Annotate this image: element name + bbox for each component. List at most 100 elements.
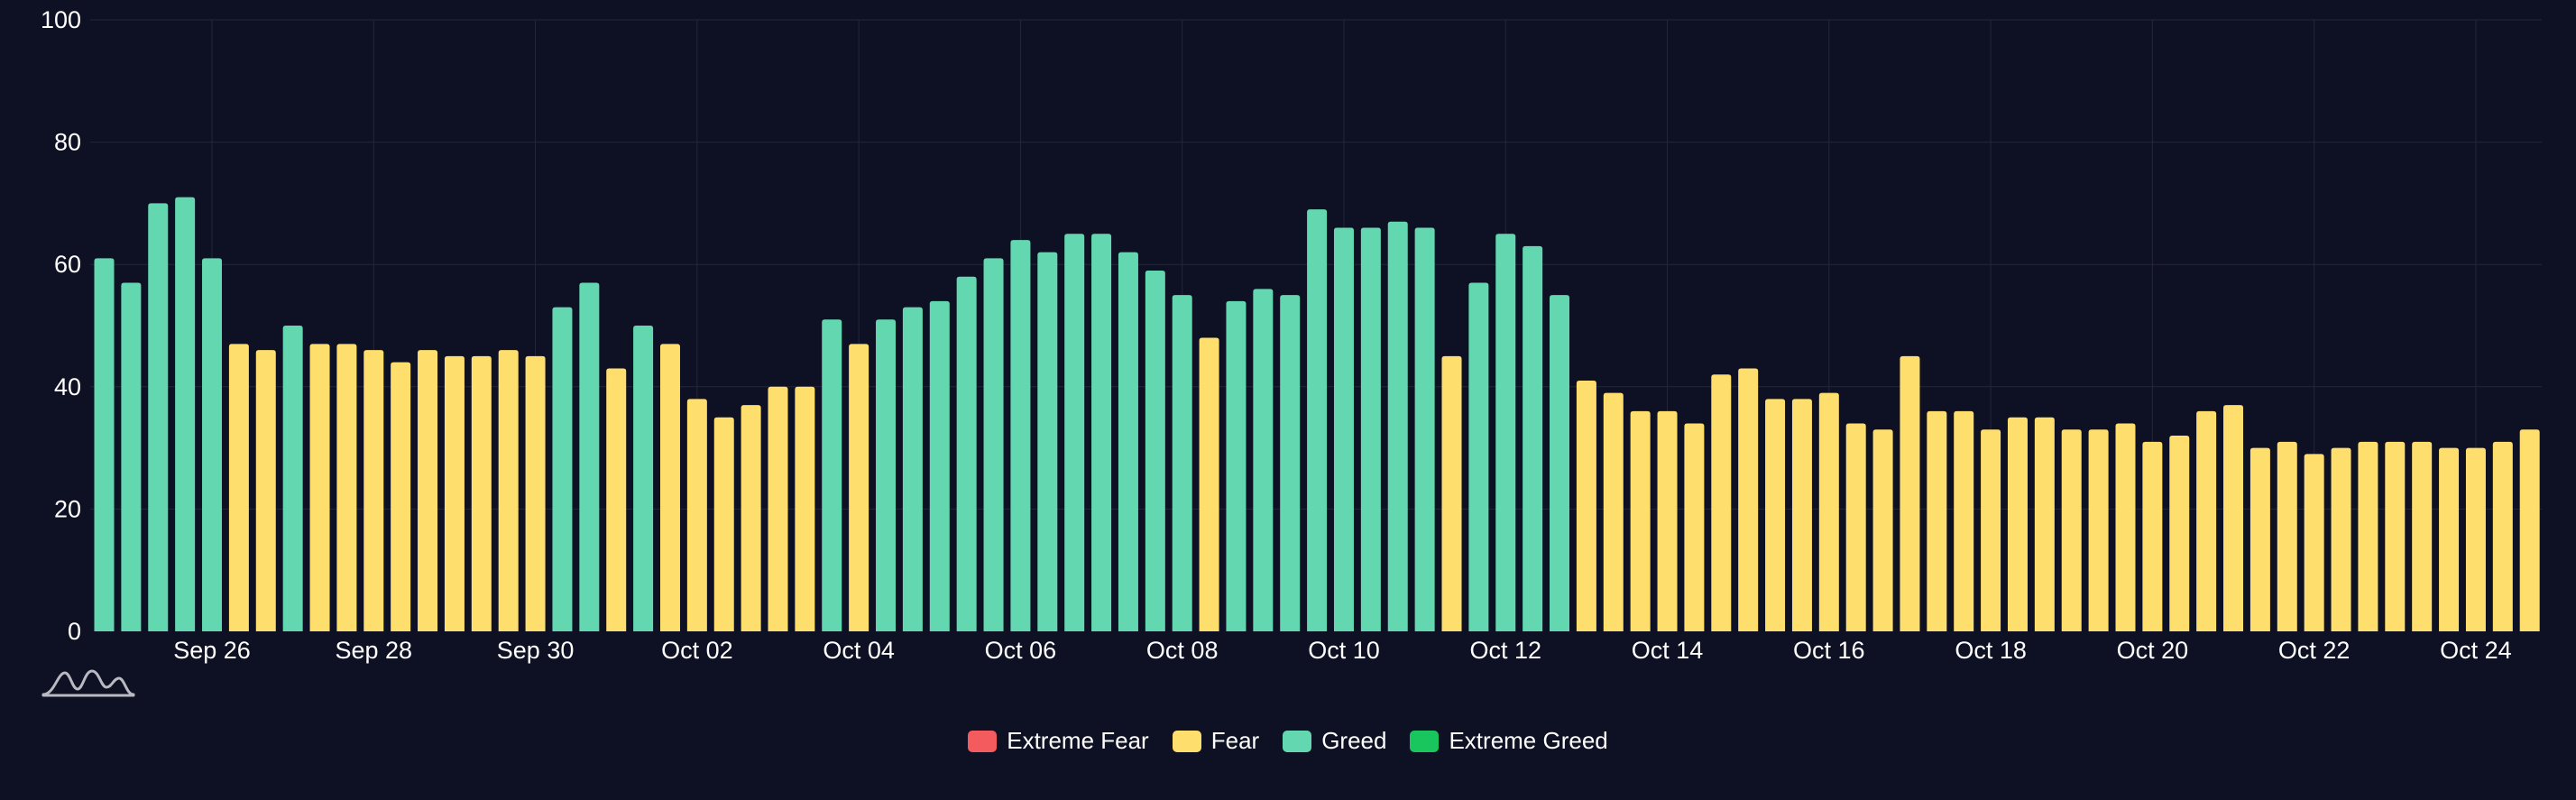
bar-79[interactable] bbox=[2223, 405, 2244, 631]
bar-28[interactable] bbox=[849, 344, 869, 631]
bar-8[interactable] bbox=[309, 344, 330, 631]
bar-41[interactable] bbox=[1199, 337, 1219, 631]
bar-62[interactable] bbox=[1765, 399, 1786, 631]
bar-10[interactable] bbox=[363, 350, 384, 631]
bar-30[interactable] bbox=[902, 307, 923, 631]
bar-17[interactable] bbox=[552, 307, 573, 631]
bar-66[interactable] bbox=[1872, 429, 1893, 631]
bar-46[interactable] bbox=[1333, 227, 1354, 631]
bar-73[interactable] bbox=[2061, 429, 2082, 631]
bar-36[interactable] bbox=[1064, 234, 1085, 631]
bar-0[interactable] bbox=[94, 258, 115, 631]
x-tick-label-oct-12: Oct 12 bbox=[1469, 637, 1541, 664]
bar-65[interactable] bbox=[1845, 423, 1866, 631]
bar-51[interactable] bbox=[1468, 282, 1489, 631]
bar-53[interactable] bbox=[1523, 245, 1543, 631]
bar-78[interactable] bbox=[2196, 410, 2217, 631]
bar-85[interactable] bbox=[2385, 441, 2406, 631]
bar-2[interactable] bbox=[148, 203, 169, 631]
bar-3[interactable] bbox=[175, 197, 196, 631]
bar-72[interactable] bbox=[2034, 417, 2055, 631]
bar-11[interactable] bbox=[391, 362, 411, 631]
bar-59[interactable] bbox=[1684, 423, 1705, 631]
bar-67[interactable] bbox=[1900, 355, 1920, 631]
bar-82[interactable] bbox=[2304, 454, 2324, 631]
bar-32[interactable] bbox=[956, 276, 977, 631]
bar-9[interactable] bbox=[336, 344, 357, 631]
bar-80[interactable] bbox=[2249, 447, 2270, 631]
bar-47[interactable] bbox=[1360, 227, 1381, 631]
bar-1[interactable] bbox=[121, 282, 142, 631]
bar-37[interactable] bbox=[1091, 234, 1112, 631]
bar-5[interactable] bbox=[228, 344, 249, 631]
bar-25[interactable] bbox=[768, 386, 788, 631]
bar-83[interactable] bbox=[2331, 447, 2351, 631]
bar-38[interactable] bbox=[1118, 252, 1138, 631]
bar-18[interactable] bbox=[579, 282, 600, 631]
bar-58[interactable] bbox=[1657, 410, 1678, 631]
bar-12[interactable] bbox=[418, 350, 438, 631]
bar-71[interactable] bbox=[2007, 417, 2028, 631]
bar-49[interactable] bbox=[1414, 227, 1435, 631]
bar-33[interactable] bbox=[983, 258, 1004, 631]
bar-13[interactable] bbox=[444, 355, 465, 631]
bar-26[interactable] bbox=[795, 386, 815, 631]
bar-86[interactable] bbox=[2412, 441, 2433, 631]
bar-43[interactable] bbox=[1253, 289, 1274, 631]
bar-20[interactable] bbox=[633, 326, 654, 631]
bar-64[interactable] bbox=[1818, 392, 1839, 631]
legend-item-greed[interactable]: Greed bbox=[1283, 727, 1386, 755]
x-tick-label-oct-10: Oct 10 bbox=[1308, 637, 1380, 664]
bar-45[interactable] bbox=[1307, 209, 1328, 631]
bar-57[interactable] bbox=[1630, 410, 1651, 631]
bar-56[interactable] bbox=[1603, 392, 1624, 631]
bar-52[interactable] bbox=[1495, 234, 1516, 631]
bar-89[interactable] bbox=[2492, 441, 2513, 631]
bar-54[interactable] bbox=[1550, 295, 1570, 631]
bar-4[interactable] bbox=[202, 258, 223, 631]
bar-74[interactable] bbox=[2088, 429, 2109, 631]
bar-48[interactable] bbox=[1387, 221, 1408, 632]
bar-29[interactable] bbox=[876, 319, 897, 631]
bar-22[interactable] bbox=[686, 399, 707, 631]
bar-27[interactable] bbox=[822, 319, 842, 631]
bar-63[interactable] bbox=[1791, 399, 1812, 631]
bar-21[interactable] bbox=[659, 344, 680, 631]
legend-item-extreme-fear[interactable]: Extreme Fear bbox=[968, 727, 1149, 755]
bar-44[interactable] bbox=[1280, 295, 1301, 631]
bar-6[interactable] bbox=[255, 350, 276, 631]
bar-77[interactable] bbox=[2169, 436, 2190, 631]
legend-item-fear[interactable]: Fear bbox=[1172, 727, 1259, 755]
bar-34[interactable] bbox=[1010, 240, 1031, 631]
bar-50[interactable] bbox=[1441, 355, 1462, 631]
bar-75[interactable] bbox=[2115, 423, 2136, 631]
bar-35[interactable] bbox=[1037, 252, 1058, 631]
bar-87[interactable] bbox=[2439, 447, 2460, 631]
bar-23[interactable] bbox=[713, 417, 734, 631]
legend-swatch-extreme-fear bbox=[968, 730, 998, 752]
bar-16[interactable] bbox=[525, 355, 546, 631]
bar-39[interactable] bbox=[1145, 270, 1165, 631]
bar-31[interactable] bbox=[929, 300, 950, 631]
bar-69[interactable] bbox=[1954, 410, 1974, 631]
bar-60[interactable] bbox=[1711, 374, 1732, 631]
legend-item-extreme-greed[interactable]: Extreme Greed bbox=[1410, 727, 1608, 755]
bar-14[interactable] bbox=[471, 355, 492, 631]
bar-84[interactable] bbox=[2358, 441, 2378, 631]
x-tick-label-sep-30: Sep 30 bbox=[497, 637, 575, 664]
x-axis: Sep 26 Sep 28 Sep 30 Oct 02 Oct 04 Oct 06 Oct … bbox=[173, 637, 2511, 664]
bar-90[interactable] bbox=[2519, 429, 2540, 631]
bar-7[interactable] bbox=[282, 326, 303, 631]
bar-76[interactable] bbox=[2142, 441, 2163, 631]
bar-68[interactable] bbox=[1927, 410, 1947, 631]
bar-55[interactable] bbox=[1576, 381, 1596, 631]
bar-24[interactable] bbox=[741, 405, 761, 631]
bar-70[interactable] bbox=[1981, 429, 2001, 631]
bar-61[interactable] bbox=[1738, 368, 1759, 631]
bar-42[interactable] bbox=[1226, 300, 1247, 631]
bar-40[interactable] bbox=[1172, 295, 1192, 631]
bar-88[interactable] bbox=[2465, 447, 2486, 631]
bar-15[interactable] bbox=[498, 350, 519, 631]
bar-19[interactable] bbox=[606, 368, 627, 631]
bar-81[interactable] bbox=[2277, 441, 2297, 631]
